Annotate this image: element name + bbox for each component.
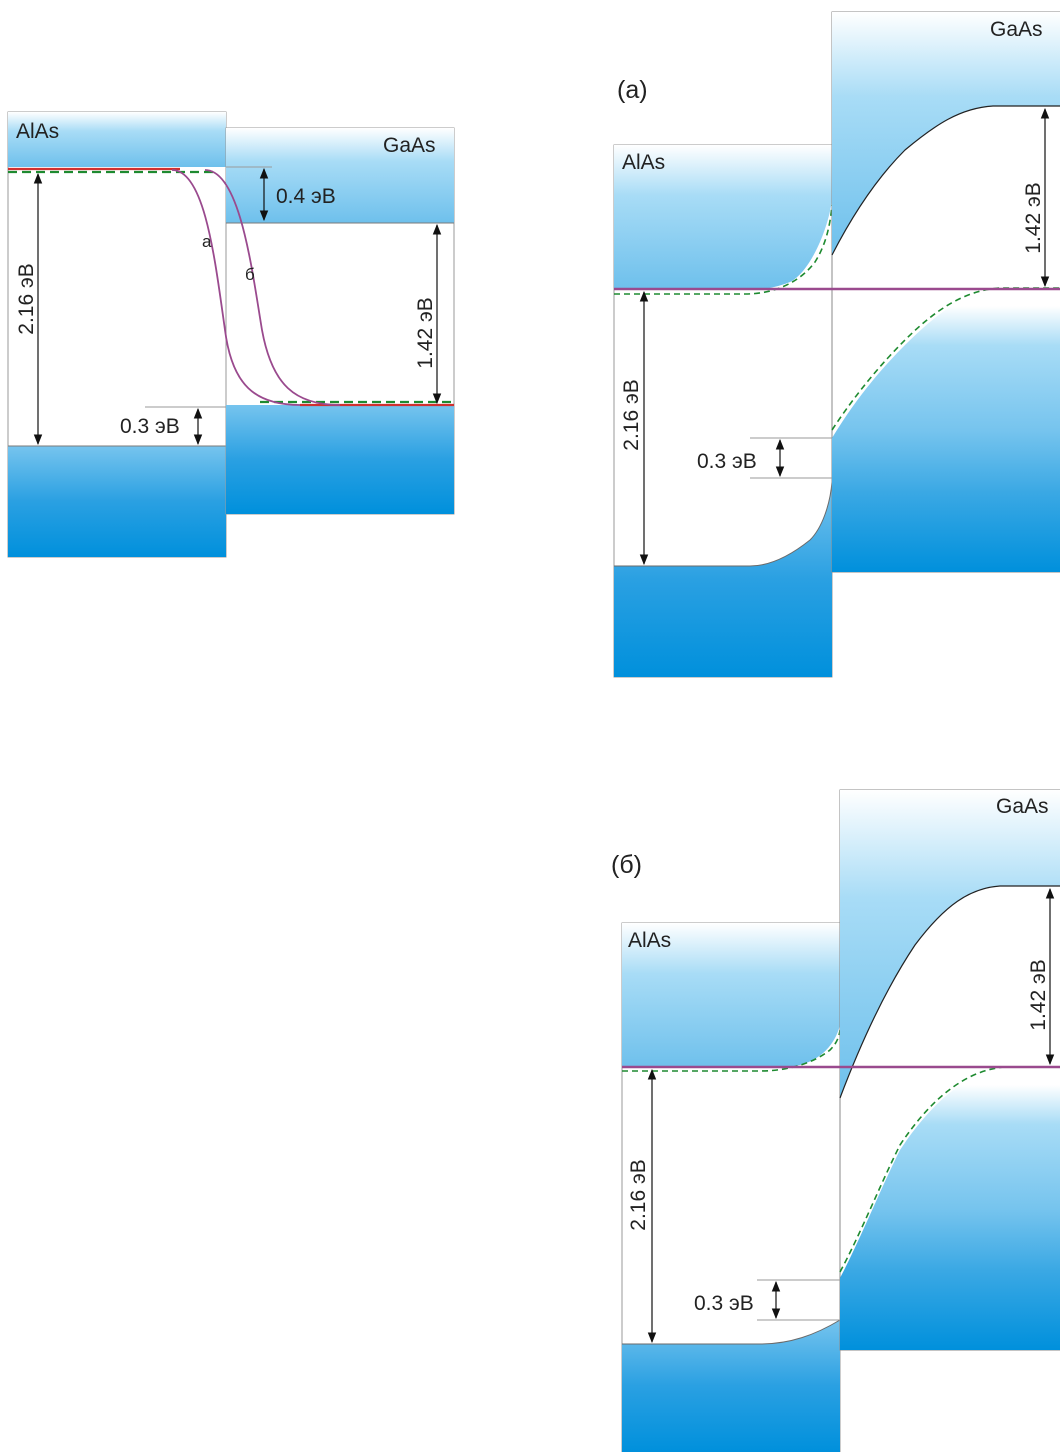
- alas-gap-label: 2.16 эВ: [15, 263, 38, 334]
- gaas-label: GaAs: [996, 795, 1049, 818]
- curve-b: [204, 169, 341, 406]
- alas-label: AlAs: [16, 120, 59, 143]
- cb-offset-label: 0.4 эВ: [276, 185, 336, 208]
- alas-valence-band: [622, 1320, 840, 1452]
- gaas-gap-label: 1.42 эВ: [414, 297, 437, 368]
- alas-gap-label: 2.16 эВ: [620, 379, 643, 450]
- gaas-gap-label: 1.42 эВ: [1022, 182, 1045, 253]
- gaas-vb-dashed: [839, 1066, 1060, 1273]
- gaas-label: GaAs: [990, 18, 1043, 41]
- curve-a-label: а: [202, 232, 212, 251]
- gaas-valence-band: [832, 289, 1060, 572]
- gaas-valence-band: [840, 1068, 1060, 1350]
- diagram-left: а б 2.16 эВ 0.4 эВ 1.42 эВ 0.3 эВ AlAs G…: [7, 111, 455, 558]
- alas-valence-edge: [622, 1319, 841, 1345]
- gaas-gap-label: 1.42 эВ: [1027, 959, 1050, 1030]
- panel-label-a: (а): [617, 76, 648, 104]
- alas-valence-band: [614, 482, 832, 677]
- vb-offset-label: 0.3 эВ: [120, 415, 180, 438]
- alas-gap-label: 2.16 эВ: [627, 1159, 650, 1230]
- vb-offset-label: 0.3 эВ: [697, 450, 757, 473]
- gaas-conduction-band: [832, 12, 1060, 255]
- alas-conduction-band: [614, 145, 832, 289]
- alas-conduction-band: [622, 923, 840, 1068]
- curve-a: [171, 169, 301, 406]
- alas-valence-band: [8, 446, 226, 557]
- panel-label-b: (б): [611, 851, 642, 879]
- alas-conduction-band: [8, 112, 226, 167]
- alas-cb-dashed: [622, 1029, 841, 1072]
- alas-label: AlAs: [628, 929, 671, 952]
- diagram-right-a: (а) 2.16 эВ 1.42 эВ 0.3 эВ AlAs GaAs: [613, 11, 1060, 678]
- gaas-label: GaAs: [383, 134, 436, 157]
- alas-label: AlAs: [622, 151, 665, 174]
- gaas-valence-band: [226, 405, 454, 514]
- alas-valence-edge: [614, 481, 833, 567]
- diagram-right-b: (б) 2.16 эВ 1.42 эВ 0.3 эВ AlAs GaAs: [611, 789, 1060, 1452]
- gaas-vb-dashed: [831, 287, 1060, 431]
- curve-b-label: б: [245, 265, 255, 284]
- gaas-conduction-edge: [831, 105, 1060, 256]
- vb-offset-label: 0.3 эВ: [694, 1292, 754, 1315]
- gaas-conduction-edge: [839, 885, 1060, 1099]
- gaas-conduction-band: [840, 790, 1060, 1098]
